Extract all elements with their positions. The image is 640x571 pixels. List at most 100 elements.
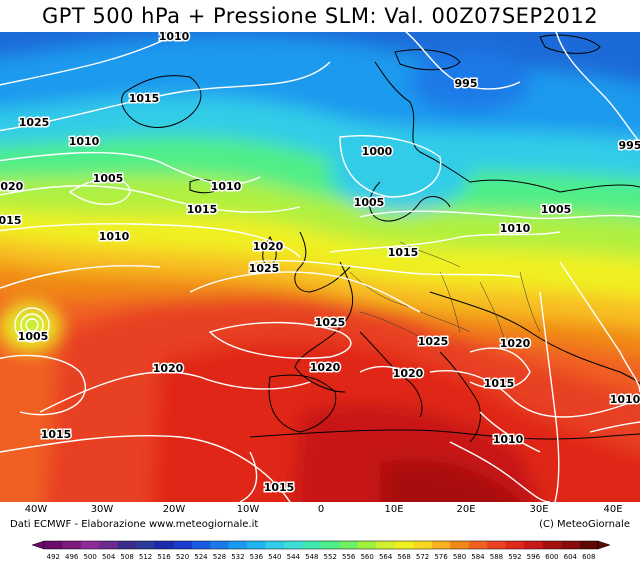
isobar-label: 1015 [484, 377, 515, 390]
isobar-label: 1010 [69, 135, 100, 148]
colorbar-swatch [136, 541, 156, 549]
longitude-label: 0 [317, 504, 325, 515]
colorbar-level-label: 596 [527, 553, 541, 561]
isobar-label: 1020 [0, 180, 24, 193]
isobar-label: 1020 [253, 240, 284, 253]
colorbar-swatch [44, 541, 63, 549]
colorbar-level-label: 520 [176, 553, 189, 561]
colorbar-level-label: 588 [490, 553, 503, 561]
colorbar-level-label: 492 [47, 553, 60, 561]
colorbar-swatch [117, 541, 137, 549]
colorbar-outline [43, 540, 599, 550]
isobar-label: 1015 [264, 481, 295, 494]
colorbar-swatch [542, 541, 562, 549]
colorbar-swatch [265, 541, 285, 549]
colorbar-swatch [505, 541, 525, 549]
colorbar-swatch [228, 541, 248, 549]
isobar-label: 1025 [418, 335, 449, 348]
isobar-label: 1020 [153, 362, 184, 375]
colorbar-level-label: 516 [157, 553, 171, 561]
color-legend-svg: 492 496 500 504 508 512 516 520 524 528 532 536 540 5… [31, 540, 611, 561]
isobar-label: 1025 [19, 116, 50, 129]
coastlines [121, 34, 640, 443]
isobar-label: 1000 [362, 145, 393, 158]
longitude-label: 20E [456, 504, 476, 515]
longitude-axis: 40W 30W 20W 10W 0 10E 20E 30E 40E [0, 504, 640, 520]
colorbar-swatch [210, 541, 229, 549]
isobar-label: 1010 [493, 433, 524, 446]
colorbar-level-label: 560 [360, 553, 373, 561]
isobar-label: 1010 [500, 222, 531, 235]
colorbar-level-label: 580 [453, 553, 466, 561]
isobar-label: 1010 [211, 180, 242, 193]
colorbar-arrow-right [597, 540, 611, 550]
isobar-label: 1015 [41, 428, 72, 441]
colorbar-swatch [376, 541, 396, 549]
isobar-label: 1015 [388, 246, 419, 259]
colorbar-swatch [413, 541, 433, 549]
colorbar-swatch [561, 541, 580, 549]
longitude-label: 40E [603, 504, 623, 515]
color-legend: 492 496 500 504 508 512 516 520 524 528 532 536 540 5… [0, 538, 640, 567]
colorbar-swatch [247, 541, 266, 549]
weather-map: 1010 995 1015 1025 1010 1000 995 1005 1010 1005 10… [0, 32, 640, 502]
isobar-label: 1015 [187, 203, 218, 216]
colorbar-swatch [321, 541, 340, 549]
colorbar-swatch [191, 541, 211, 549]
colorbar-swatch [173, 541, 193, 549]
colorbar-level-label: 508 [120, 553, 133, 561]
longitude-label: 40W [24, 504, 48, 515]
isobar-labels: 1010 995 1015 1025 1010 1000 995 1005 1010 1005 10… [0, 32, 640, 496]
colorbar-swatch [99, 541, 119, 549]
colorbar-arrow-left [31, 540, 45, 550]
colorbar-swatch [154, 541, 174, 549]
colorbar-swatch [62, 541, 82, 549]
colorbar-level-label: 548 [305, 553, 318, 561]
isobar-label: 995 [455, 77, 478, 90]
longitude-label: 30E [529, 504, 549, 515]
isobar-label: 1020 [393, 367, 424, 380]
colorbar-level-label: 536 [250, 553, 264, 561]
colorbar-level-label: 544 [287, 553, 301, 561]
longitude-label: 10E [384, 504, 404, 515]
isobar-label: 1010 [99, 230, 130, 243]
isobar-label: 1020 [500, 337, 531, 350]
colorbar-level-label: 592 [508, 553, 521, 561]
isobar-label: 1010 [610, 393, 640, 406]
isobar-label: 1025 [249, 262, 280, 275]
colorbar-level-label: 576 [434, 553, 448, 561]
colorbar-swatch [524, 541, 543, 549]
longitude-label: 30W [90, 504, 114, 515]
longitude-label: 10W [236, 504, 260, 515]
isobar-label: 1015 [129, 92, 160, 105]
isobar-label: 1005 [93, 172, 124, 185]
isobar-label: 1025 [315, 316, 346, 329]
isobar-label: 1020 [310, 361, 341, 374]
colorbar-level-label: 600 [545, 553, 558, 561]
data-credit: Dati ECMWF - Elaborazione www.meteogiorn… [10, 519, 259, 530]
colorbar-swatch [487, 541, 506, 549]
colorbar-level-label: 496 [65, 553, 79, 561]
colorbar-level-label: 524 [194, 553, 208, 561]
colorbar-level-label: 532 [231, 553, 244, 561]
colorbar-level-label: 572 [416, 553, 429, 561]
isobars [0, 32, 640, 502]
isobar-label: 1010 [159, 32, 190, 43]
colorbar-level-label: 584 [471, 553, 485, 561]
colorbar-swatch [339, 541, 359, 549]
isobar-label: 1005 [354, 196, 385, 209]
colorbar-level-label: 556 [342, 553, 356, 561]
colorbar-level-label: 608 [582, 553, 595, 561]
colorbar-swatch [579, 541, 599, 549]
copyright-credit: (C) MeteoGiornale [539, 519, 630, 530]
colorbar-level-label: 500 [83, 553, 96, 561]
longitude-label: 20W [162, 504, 186, 515]
map-title: GPT 500 hPa + Pressione SLM: Val. 00Z07S… [41, 4, 599, 28]
colorbar-swatch [394, 541, 414, 549]
colorbar-level-label: 512 [139, 553, 152, 561]
colorbar-level-label: 552 [324, 553, 337, 561]
colorbar-level-label: 528 [213, 553, 226, 561]
geopotential-map-svg: 1010 995 1015 1025 1010 1000 995 1005 1010 1005 10… [0, 32, 640, 502]
colorbar-swatch [80, 541, 100, 549]
colorbar-level-label: 504 [102, 553, 116, 561]
